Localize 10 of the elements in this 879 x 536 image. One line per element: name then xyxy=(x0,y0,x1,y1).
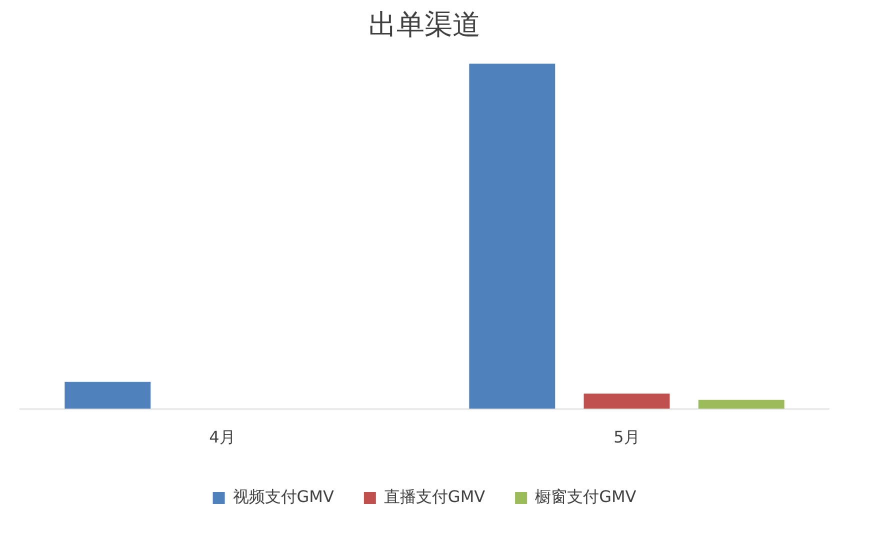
bar xyxy=(698,400,784,409)
bar xyxy=(469,64,556,409)
x-tick-label: 4月 xyxy=(209,428,236,447)
legend-label: 视频支付GMV xyxy=(232,487,334,506)
legend-label: 直播支付GMV xyxy=(384,487,486,506)
bar xyxy=(64,382,151,409)
x-tick-label: 5月 xyxy=(614,428,640,447)
chart-title: 出单渠道 xyxy=(368,8,480,42)
bar xyxy=(584,394,670,409)
legend-label: 橱窗支付GMV xyxy=(535,487,636,506)
